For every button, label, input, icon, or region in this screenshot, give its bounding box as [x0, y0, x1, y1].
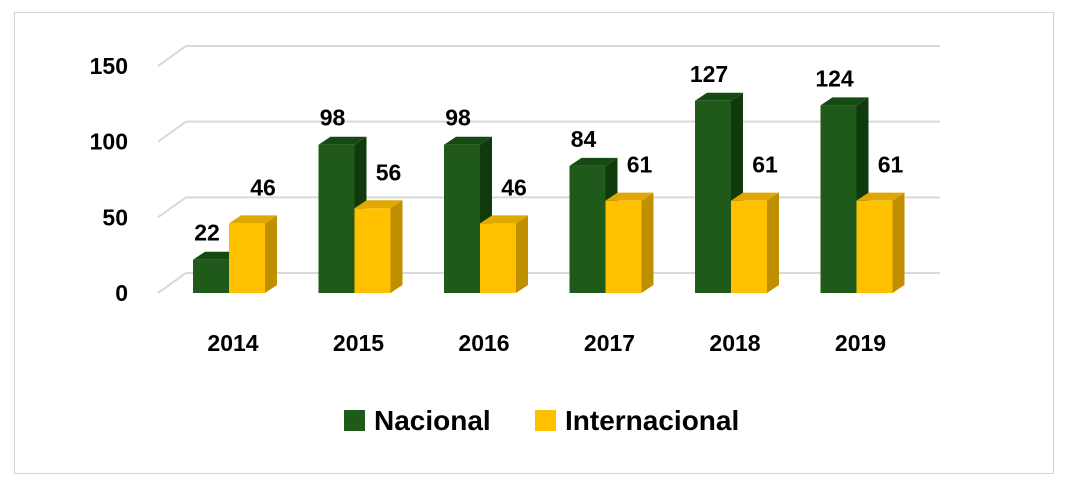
y-tick-label: 100: [90, 129, 128, 155]
x-tick-label: 2016: [458, 330, 509, 356]
y-tick-label: 0: [115, 280, 128, 306]
data-label-internacional-2018: 61: [752, 152, 778, 178]
data-label-nacional-2014: 22: [194, 220, 220, 246]
legend-item-internacional: Internacional: [535, 405, 739, 436]
grid-line: [157, 196, 940, 219]
legend: Nacional Internacional: [344, 405, 739, 436]
legend-label: Internacional: [565, 405, 739, 436]
x-tick-label: 2015: [333, 330, 384, 356]
bar-internacional-2019: [856, 192, 905, 293]
grid-lines: [157, 45, 940, 294]
legend-label: Nacional: [374, 405, 491, 436]
data-label-internacional-2014: 46: [250, 174, 276, 200]
data-label-nacional-2018: 127: [690, 61, 728, 87]
x-tick-label: 2018: [709, 330, 760, 356]
bar-internacional-2016: [480, 215, 528, 293]
data-labels: 22 46 98 56 98 46 84 61 127 61 124 61: [194, 61, 903, 246]
grid-line: [157, 120, 940, 143]
bars: [193, 92, 905, 293]
data-label-internacional-2019: 61: [878, 152, 904, 178]
x-tick-label: 2017: [584, 330, 635, 356]
y-tick-label: 50: [102, 204, 128, 230]
legend-item-nacional: Nacional: [344, 405, 491, 436]
grid-line: [157, 45, 940, 67]
bar-internacional-2015: [354, 200, 403, 293]
y-tick-label: 150: [90, 53, 128, 79]
data-label-internacional-2017: 61: [627, 152, 653, 178]
legend-swatch: [535, 410, 556, 431]
bar-internacional-2017: [605, 192, 654, 293]
data-label-internacional-2015: 56: [376, 159, 402, 185]
x-tick-label: 2014: [207, 330, 258, 356]
legend-swatch: [344, 410, 365, 431]
data-label-nacional-2019: 124: [815, 65, 854, 91]
data-label-nacional-2015: 98: [320, 105, 346, 131]
data-label-nacional-2017: 84: [571, 126, 597, 152]
data-label-nacional-2016: 98: [445, 105, 471, 131]
x-tick-label: 2019: [835, 330, 886, 356]
bar-internacional-2014: [229, 215, 277, 293]
grid-line: [157, 272, 940, 294]
data-label-internacional-2016: 46: [501, 174, 527, 200]
x-axis-tick-labels: 2014 2015 2016 2017 2018 2019: [207, 330, 886, 356]
y-axis-tick-labels: 0 50 100 150: [90, 53, 128, 306]
bar-internacional-2018: [731, 192, 779, 293]
